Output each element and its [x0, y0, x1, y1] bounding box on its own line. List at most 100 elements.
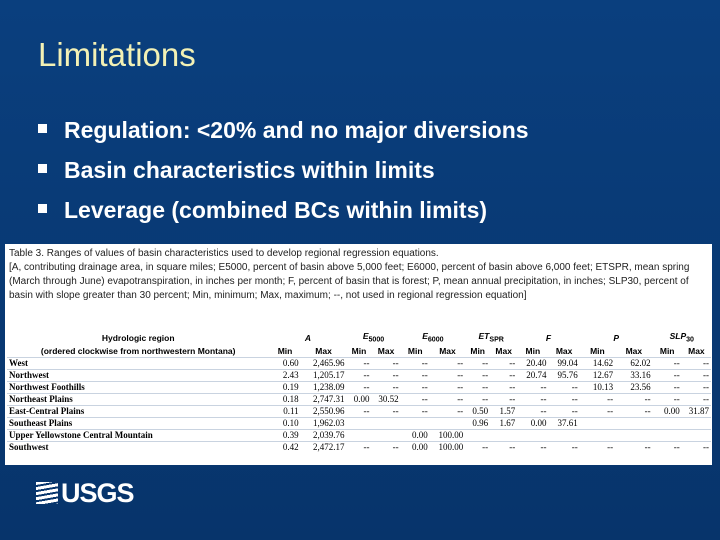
min-header: Min — [407, 345, 423, 356]
column-subscript: 6000 — [427, 335, 444, 344]
header-row: (ordered clockwise from northwestern Mon… — [7, 346, 711, 358]
cell: -- — [652, 392, 682, 406]
cell: 1.57 — [490, 404, 518, 418]
cell — [615, 416, 653, 430]
cell: -- — [346, 368, 372, 382]
column-header: E6000 — [401, 331, 466, 346]
cell: -- — [490, 368, 518, 382]
column-header: E5000 — [346, 331, 400, 346]
region-header: Hydrologic region — [101, 332, 175, 343]
cell: -- — [490, 392, 518, 406]
bullet: Leverage (combined BCs within limits) — [36, 194, 529, 234]
cell: -- — [652, 440, 682, 453]
column-subscript: 30 — [686, 335, 694, 344]
table-row: East-Central Plains 0.11 2,550.96 -- -- -- -- 0… — [7, 404, 711, 418]
cell: -- — [490, 356, 518, 370]
max-header: Max — [315, 345, 332, 356]
cell: -- — [548, 380, 580, 394]
cell: 33.16 — [615, 368, 653, 382]
column-symbol: SLP — [669, 331, 687, 341]
cell: -- — [429, 368, 466, 382]
region-name: West — [7, 356, 270, 370]
cell: 2,550.96 — [300, 404, 347, 418]
cell: 62.02 — [615, 356, 653, 370]
cell: 0.42 — [269, 440, 301, 453]
logo-text: USGS — [61, 478, 135, 508]
cell: 2,472.17 — [300, 440, 347, 453]
bullet-marker — [38, 164, 47, 173]
cell: -- — [579, 440, 616, 453]
cell: 0.96 — [465, 416, 491, 430]
cell: 0.50 — [465, 404, 491, 418]
cell — [548, 428, 580, 442]
cell: -- — [652, 368, 682, 382]
cell: 0.00 — [346, 392, 372, 406]
cell — [400, 416, 430, 430]
column-subscript: 5000 — [368, 335, 385, 344]
region-name: Northwest — [7, 368, 270, 382]
cell: -- — [465, 356, 491, 370]
cell: -- — [400, 368, 430, 382]
cell: 20.74 — [517, 368, 549, 382]
region-name: Southwest — [7, 440, 270, 453]
cell: -- — [548, 440, 580, 453]
min-header: Min — [590, 345, 605, 356]
cell: -- — [429, 404, 466, 418]
cell: -- — [490, 380, 518, 394]
max-header: Max — [555, 345, 573, 356]
cell: -- — [681, 392, 711, 406]
cell: -- — [400, 404, 430, 418]
cell: 0.39 — [269, 428, 301, 442]
cell — [681, 428, 711, 442]
cell: -- — [346, 380, 372, 394]
cell: -- — [465, 380, 491, 394]
cell: 0.18 — [269, 392, 301, 406]
cell: -- — [371, 440, 401, 453]
column-symbol: A — [304, 332, 311, 343]
min-header: Min — [277, 345, 293, 356]
logo-wave — [36, 482, 58, 504]
cell: -- — [465, 392, 491, 406]
table-row: West 0.60 2,465.96 -- -- -- -- -- -- 20.40 99.04 14… — [7, 356, 711, 370]
max-header: Max — [625, 345, 643, 356]
bullet: Regulation: <20% and no major diversions — [36, 114, 529, 154]
cell — [652, 428, 682, 442]
cell: -- — [681, 368, 711, 382]
region-name: Upper Yellowstone Central Mountain — [7, 428, 270, 442]
max-header: Max — [688, 345, 705, 356]
max-header: Max — [439, 345, 456, 356]
column-symbol: E — [362, 331, 369, 341]
region-name: East-Central Plains — [7, 404, 270, 418]
column-header: P — [580, 331, 653, 346]
region-header: (ordered clockwise from northwestern Mon… — [40, 345, 236, 356]
cell: -- — [681, 380, 711, 394]
column-header: ETSPR — [465, 331, 517, 346]
table-note: [A, contributing drainage area, in squar… — [9, 262, 690, 301]
data-table: Hydrologic region A E5000 E6000 ETSPR F P SLP30… — [7, 331, 711, 453]
cell: 1,962.03 — [300, 416, 347, 430]
cell: -- — [429, 356, 466, 370]
min-header: Min — [470, 345, 485, 356]
region-name: Northwest Foothills — [7, 380, 270, 394]
cell: -- — [517, 392, 549, 406]
min-header: Min — [525, 345, 541, 356]
cell: -- — [548, 404, 580, 418]
slide-title: Limitations — [38, 36, 196, 73]
cell: -- — [346, 404, 372, 418]
cell — [681, 416, 711, 430]
cell: -- — [465, 440, 491, 453]
cell: -- — [371, 368, 401, 382]
cell: -- — [681, 356, 711, 370]
cell: 23.56 — [615, 380, 653, 394]
column-subscript: SPR — [489, 335, 504, 344]
cell: 1,238.09 — [300, 380, 347, 394]
column-symbol: F — [545, 332, 552, 343]
bullet-marker — [38, 204, 47, 213]
column-symbol: ET — [478, 331, 490, 341]
table-row: Northwest 2.43 1,205.17 -- -- -- -- -- -- 20.74 95… — [7, 368, 711, 382]
cell: 2,039.76 — [300, 428, 347, 442]
cell: -- — [400, 380, 430, 394]
cell: -- — [490, 440, 518, 453]
cell: 0.00 — [400, 440, 430, 453]
